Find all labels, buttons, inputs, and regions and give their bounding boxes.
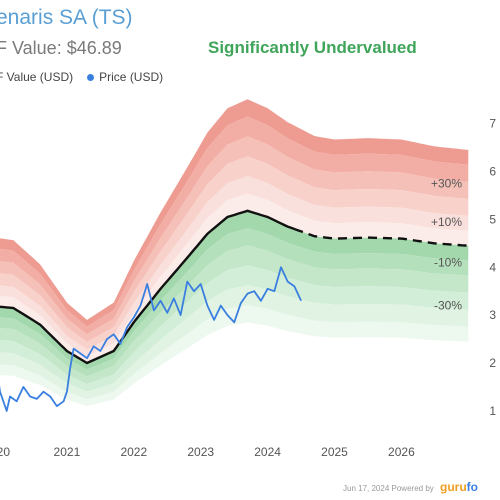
undervalued-band — [0, 245, 469, 385]
x-tick-label: 020 — [0, 445, 10, 459]
undervalued-band — [0, 305, 469, 407]
legend-dcf-value: F Value (USD) — [0, 70, 74, 84]
x-tick-label: 2024 — [254, 445, 281, 459]
brand-logo: guru — [440, 480, 467, 494]
price-line — [0, 266, 302, 412]
overvalued-band — [0, 176, 469, 357]
dcf-value-label: F Value: $46.89 — [0, 38, 122, 58]
chart-legend: F Value (USD) Price (USD) — [0, 70, 163, 84]
y-tick-label: 4 — [489, 260, 496, 274]
dcf-value-line — [0, 209, 295, 365]
overvalued-band — [0, 136, 469, 342]
chart-title: enaris SA (TS) — [0, 6, 133, 29]
overvalued-band — [0, 193, 469, 363]
y-tick-label: 5 — [489, 212, 496, 226]
band-percent-label: +30% — [431, 177, 462, 191]
undervalued-band — [0, 265, 469, 392]
y-tick-label: 1 — [489, 404, 496, 418]
x-tick-label: 2025 — [321, 445, 348, 459]
footer-date: Jun 17, 2024 — [343, 484, 390, 493]
y-tick-label: 6 — [489, 165, 496, 179]
chart-footer: Jun 17, 2024 Powered by gurufo — [343, 480, 478, 494]
undervalued-band — [0, 228, 469, 377]
overvalued-band — [0, 116, 469, 335]
x-tick-label: 2023 — [187, 445, 214, 459]
band-percent-label: -30% — [434, 299, 462, 313]
undervalued-band — [0, 210, 469, 370]
undervalued-band — [0, 285, 469, 400]
x-tick-label: 2021 — [54, 445, 81, 459]
dcf-projection-line — [293, 227, 469, 247]
brand-logo-suffix: fo — [466, 480, 478, 494]
x-tick-label: 2022 — [120, 445, 147, 459]
legend-price: Price (USD) — [99, 70, 164, 84]
y-tick-label: 7 — [489, 117, 496, 131]
y-tick-label: 3 — [489, 308, 496, 322]
overvalued-band — [0, 156, 469, 350]
footer-powered: Powered by — [391, 484, 434, 493]
band-percent-label: -10% — [434, 256, 462, 270]
x-tick-label: 2026 — [388, 445, 415, 459]
legend-price-marker — [87, 73, 95, 81]
y-tick-label: 2 — [489, 356, 496, 370]
valuation-verdict: Significantly Undervalued — [208, 38, 417, 57]
band-percent-label: +10% — [431, 215, 462, 229]
